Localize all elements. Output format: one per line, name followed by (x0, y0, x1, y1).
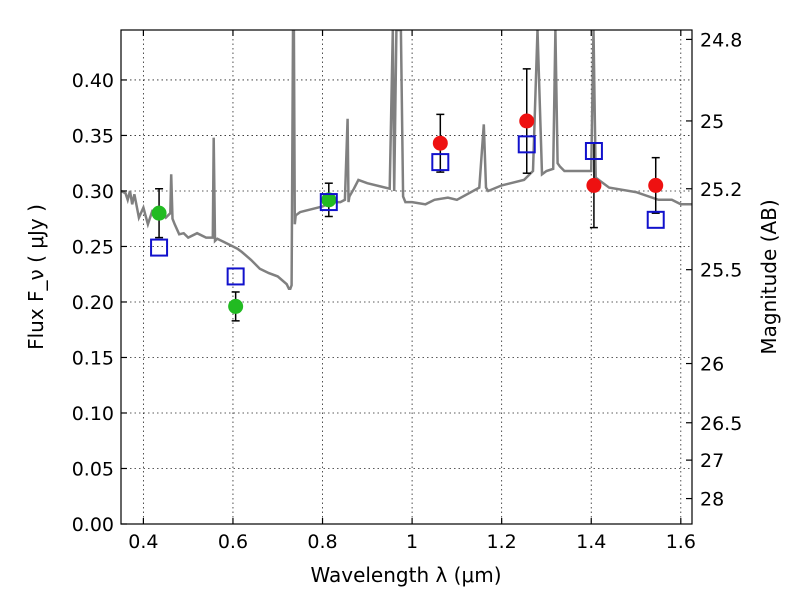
green-data-point (321, 192, 337, 208)
x-tick-label: 1.2 (487, 531, 517, 553)
red-data-point (586, 177, 602, 193)
tick-layer (121, 30, 692, 525)
x-tick-label: 0.4 (128, 531, 158, 553)
model-square-marker (517, 135, 536, 154)
x-tick-label: 1.6 (666, 531, 696, 553)
y-tick-label: 0.20 (72, 292, 114, 314)
mag-tick-label: 28 (700, 489, 724, 511)
y-tick-label: 0.00 (72, 514, 114, 536)
y2-axis-label: Magnitude (AB) (757, 199, 781, 354)
green-data-point (228, 298, 244, 314)
y-tick-label: 0.40 (72, 70, 114, 92)
x-tick-label: 0.6 (218, 531, 248, 553)
model-square-marker (150, 238, 169, 257)
errorbar-layer (155, 68, 660, 322)
red-data-point (648, 177, 664, 193)
mag-tick-label: 25.5 (700, 260, 742, 282)
x-tick-label: 1.4 (576, 531, 606, 553)
y-tick-label: 0.10 (72, 403, 114, 425)
grid-layer (121, 30, 692, 524)
plot-frame (120, 29, 693, 525)
mag-tick-label: 27 (700, 450, 724, 472)
model-square-marker (319, 193, 338, 212)
model-square-marker (431, 153, 450, 172)
mag-tick-label: 25 (700, 111, 724, 133)
mag-tick-label: 26 (700, 354, 724, 376)
model-square-marker (584, 142, 603, 161)
y-tick-label: 0.25 (72, 236, 114, 258)
mag-tick-label: 24.8 (700, 29, 742, 51)
y-tick-label: 0.05 (72, 458, 114, 480)
red-data-point (519, 113, 535, 129)
marker-layer (150, 113, 665, 314)
y-tick-label: 0.35 (72, 125, 114, 147)
red-data-point (432, 135, 448, 151)
green-data-point (151, 205, 167, 221)
x-tick-label: 1 (406, 531, 418, 553)
tick-label-layer: 0.4 0.6 0.8 1 1.2 1.4 1.6 0.00 0.05 0.10 0.15 0.20 0… (72, 29, 743, 553)
y-tick-label: 0.30 (72, 181, 114, 203)
x-tick-label: 0.8 (307, 531, 337, 553)
x-axis-label: Wavelength λ (μm) (310, 563, 501, 587)
y-tick-label: 0.15 (72, 347, 114, 369)
plot-area (121, 30, 692, 322)
model-square-marker (646, 210, 665, 229)
y-axis-label: Flux F_ν ( μJy ) (24, 204, 48, 350)
mag-tick-label: 26.5 (700, 413, 742, 435)
sed-curve (121, 30, 692, 290)
mag-tick-label: 25.2 (700, 179, 742, 201)
model-square-marker (226, 267, 245, 286)
